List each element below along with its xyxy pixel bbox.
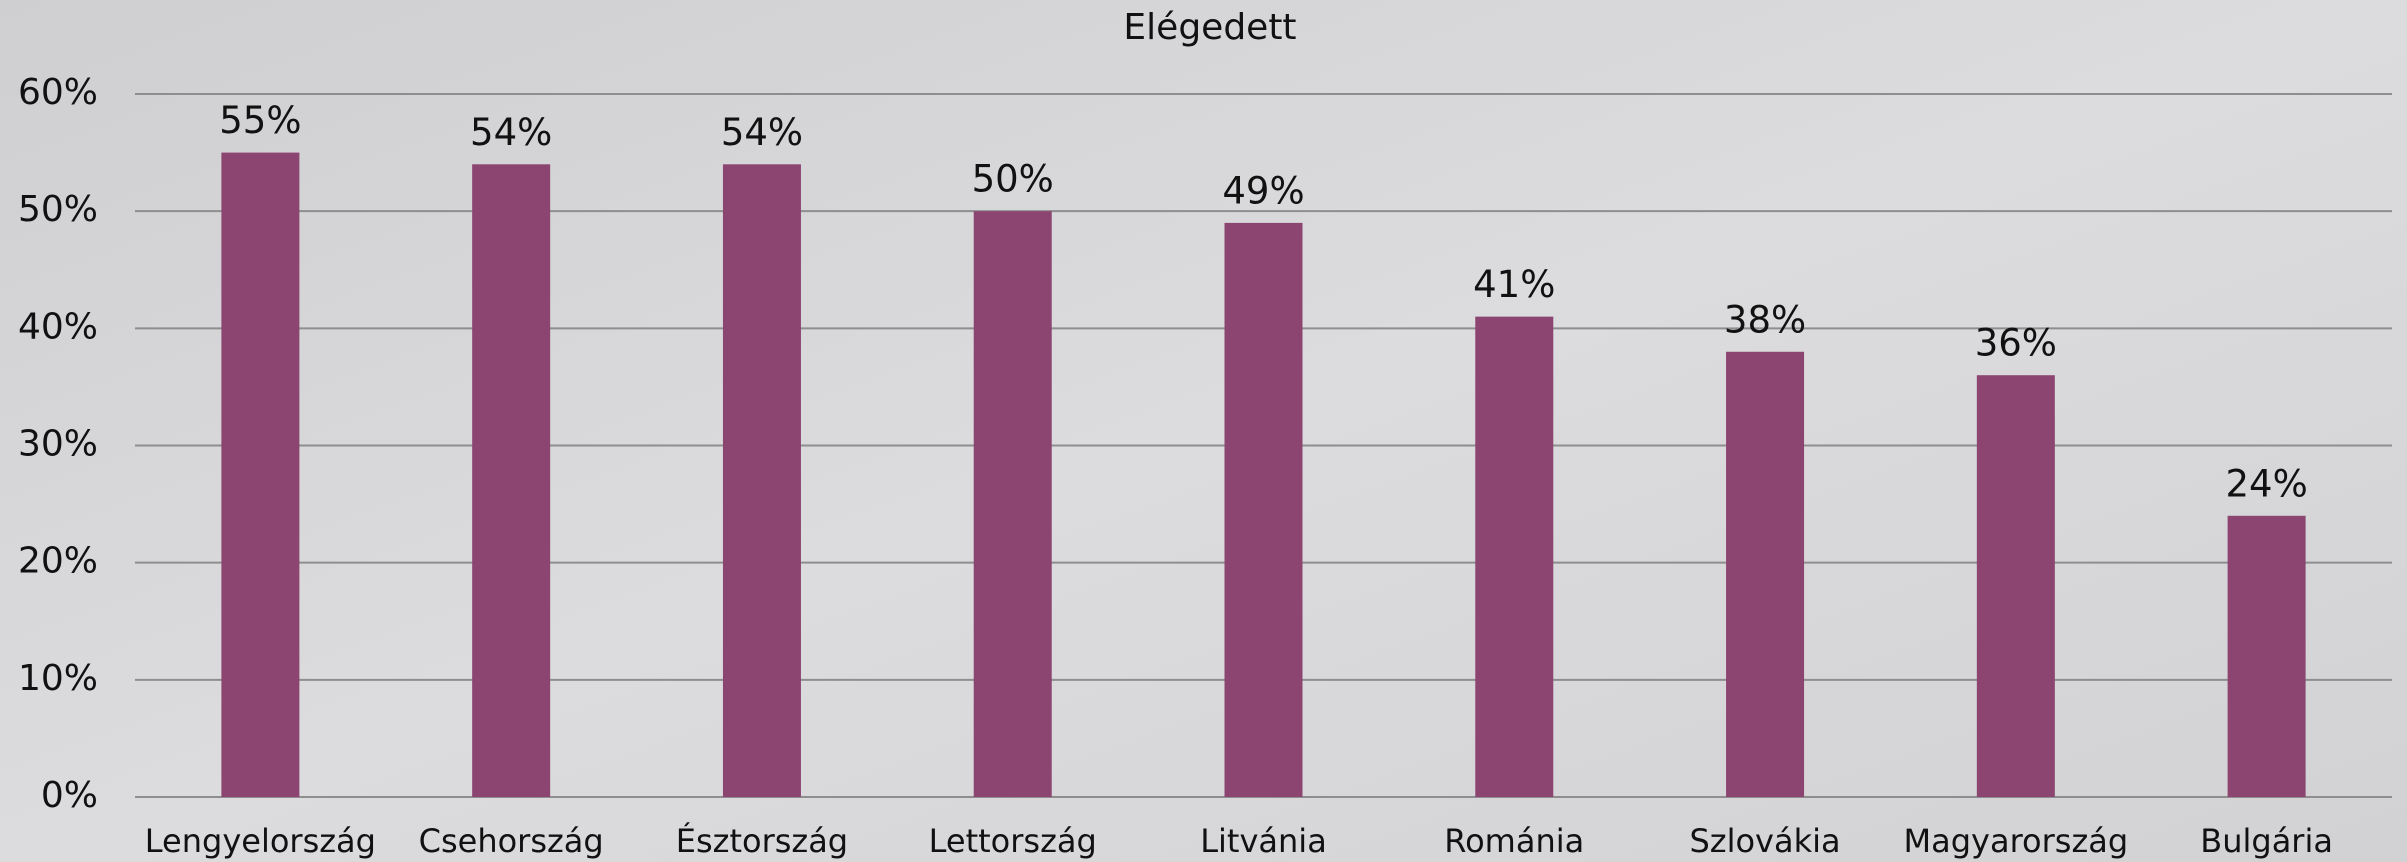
x-tick-label: Magyarország [1904, 822, 2129, 860]
data-label: 50% [972, 158, 1054, 201]
bar [723, 164, 801, 797]
x-tick-label: Csehország [419, 822, 604, 860]
bar [472, 164, 550, 797]
bar [221, 153, 299, 797]
chart-title: Elégedett [1123, 7, 1296, 48]
data-label: 49% [1222, 169, 1304, 212]
y-tick-label: 60% [18, 72, 98, 113]
bar [1726, 352, 1804, 797]
bar [1977, 375, 2055, 797]
chart: Elégedett 0% 10% 20% 30% 40% 50% 60% Lengyelors… [0, 0, 2407, 862]
y-tick-label: 10% [18, 658, 98, 699]
x-tick-label: Lengyelország [145, 822, 376, 860]
bar [974, 211, 1052, 797]
bar [1475, 317, 1553, 797]
page: Elégedett 0% 10% 20% 30% 40% 50% 60% Lengyelors… [0, 0, 2407, 862]
data-label: 54% [470, 111, 552, 154]
y-tick-label: 30% [18, 424, 98, 465]
x-tick-label: Bulgária [2200, 822, 2333, 860]
y-tick-label: 0% [41, 775, 98, 816]
x-tick-label: Szlovákia [1689, 822, 1840, 860]
data-label: 36% [1975, 322, 2057, 365]
data-label: 54% [721, 111, 803, 154]
y-tick-label: 20% [18, 541, 98, 582]
bar [2228, 516, 2306, 797]
x-tick-label: Észtország [676, 822, 848, 860]
y-tick-label: 50% [18, 189, 98, 230]
data-label: 41% [1473, 263, 1555, 306]
data-label: 55% [219, 99, 301, 142]
bar [1225, 223, 1303, 797]
data-label: 24% [2225, 462, 2307, 505]
x-tick-label: Románia [1444, 822, 1584, 860]
y-tick-label: 40% [18, 306, 98, 347]
data-label: 38% [1724, 298, 1806, 341]
x-tick-label: Lettország [929, 822, 1097, 860]
x-tick-label: Litvánia [1200, 822, 1327, 860]
